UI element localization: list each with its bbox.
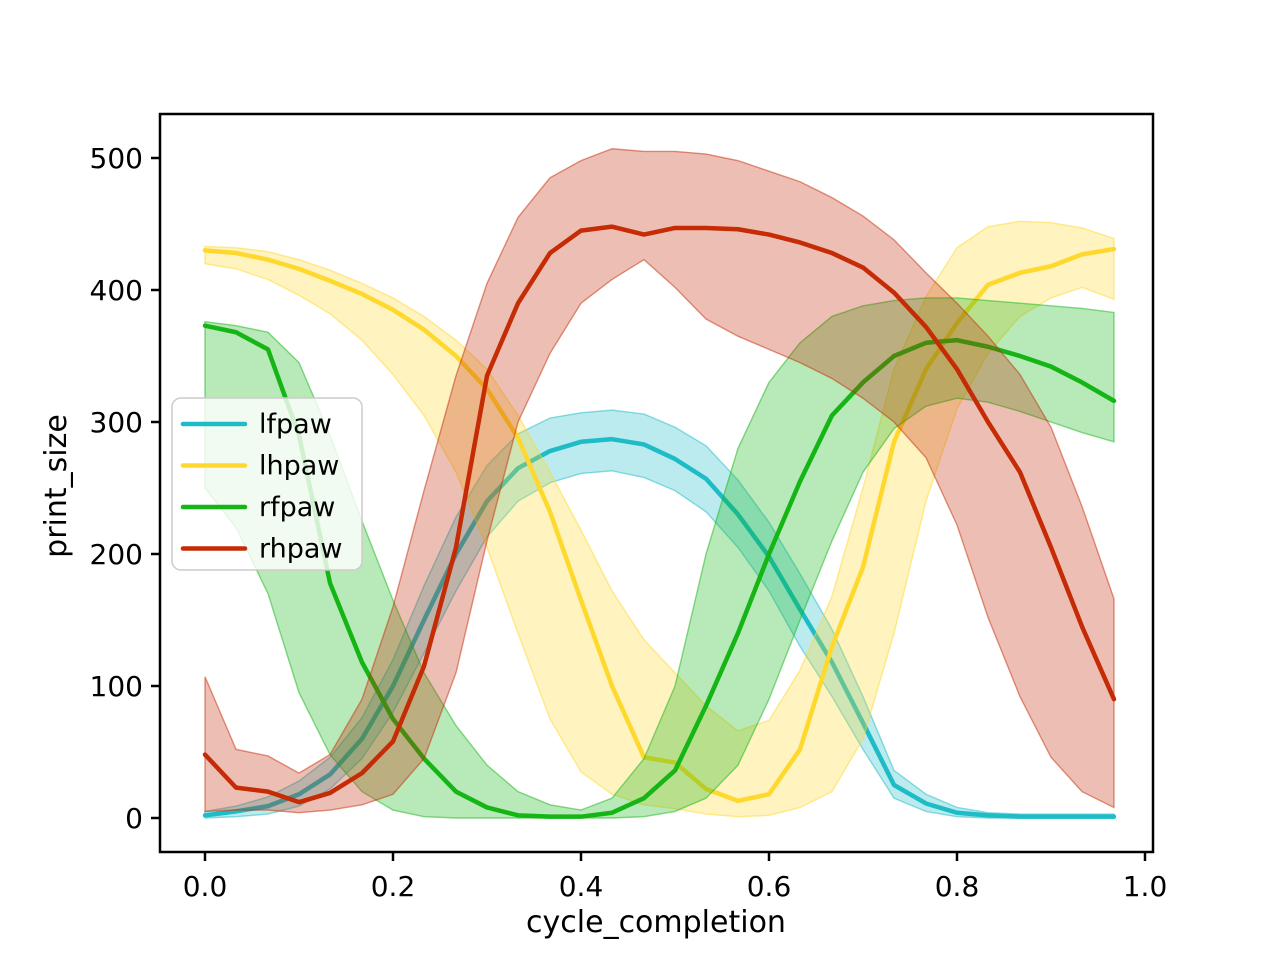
legend-label-lfpaw: lfpaw <box>259 409 332 440</box>
y-axis-ticks: 0 100 200 300 400 500 <box>90 142 160 835</box>
legend-box <box>171 397 363 571</box>
x-tick-label: 0.0 <box>183 870 228 903</box>
y-tick-label: 200 <box>90 538 143 571</box>
legend-label-lhpaw: lhpaw <box>259 451 339 482</box>
series-lfpaw-mean-line <box>202 436 1117 819</box>
series-lhpaw-ci-band <box>204 220 1115 818</box>
series-lhpaw-mean-line <box>202 246 1117 804</box>
y-tick-label: 500 <box>90 142 143 175</box>
plot-area <box>202 148 1117 819</box>
legend-label-rhpaw: rhpaw <box>259 534 343 565</box>
series-rhpaw-mean-line <box>202 224 1117 805</box>
x-tick-label: 0.2 <box>371 870 416 903</box>
legend-label-rfpaw: rfpaw <box>259 492 335 523</box>
y-tick-label: 300 <box>90 406 143 439</box>
axes-spines <box>158 112 1155 854</box>
y-tick-label: 400 <box>90 274 143 307</box>
x-tick-label: 1.0 <box>1123 870 1168 903</box>
y-tick-label: 100 <box>90 670 143 703</box>
y-tick-label: 0 <box>125 802 143 835</box>
x-tick-label: 0.4 <box>559 870 604 903</box>
series-rfpaw-mean-line <box>202 323 1117 819</box>
series-rfpaw-ci-band <box>204 297 1115 819</box>
legend: lfpaw lhpaw rfpaw rhpaw <box>171 397 363 571</box>
x-axis-ticks: 0.0 0.2 0.4 0.6 0.8 1.0 <box>183 852 1168 903</box>
y-axis-label: print_size <box>39 414 74 558</box>
series-rhpaw-ci-band <box>204 148 1115 814</box>
x-tick-label: 0.6 <box>747 870 792 903</box>
x-axis-label: cycle_completion <box>526 905 786 940</box>
x-tick-label: 0.8 <box>935 870 980 903</box>
